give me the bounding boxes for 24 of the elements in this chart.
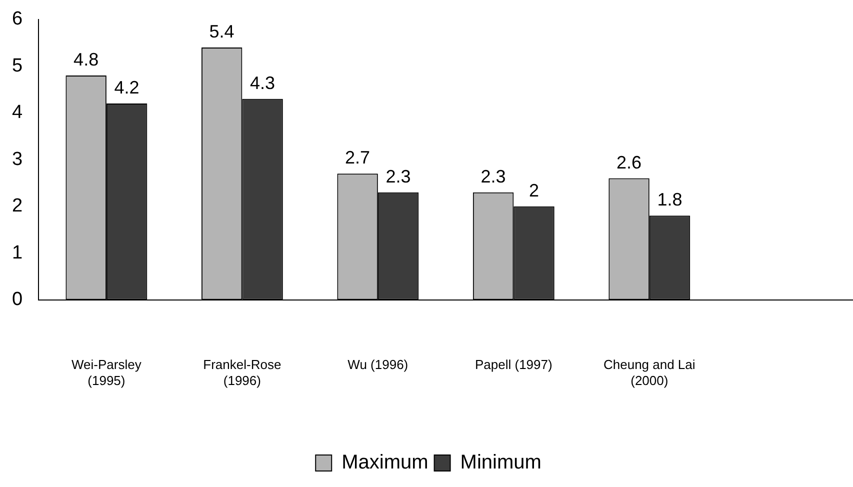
data-label: 2.6 bbox=[616, 152, 642, 172]
x-tick-label: Cheung and Lai (2000) bbox=[603, 357, 696, 388]
data-label: 2 bbox=[529, 180, 540, 200]
data-label: 4.8 bbox=[74, 49, 99, 70]
x-tick-label: Frankel-Rose (1996) bbox=[203, 357, 282, 388]
y-tick-label: 3 bbox=[12, 148, 23, 170]
y-tick-label: 0 bbox=[12, 289, 23, 310]
data-label: 2.3 bbox=[386, 166, 411, 186]
x-tick-label: Papell (1997) bbox=[474, 357, 552, 372]
legend-label: Minimum bbox=[460, 452, 542, 474]
data-label: 2.7 bbox=[345, 148, 370, 168]
x-tick-label: Wu (1996) bbox=[348, 357, 408, 372]
data-label: 4.3 bbox=[250, 72, 276, 93]
legend-label: Maximum bbox=[342, 452, 428, 474]
y-tick-label: 4 bbox=[12, 102, 23, 124]
data-label: 4.2 bbox=[114, 77, 140, 98]
y-tick-label: 1 bbox=[12, 242, 23, 264]
y-tick-label: 2 bbox=[12, 196, 23, 217]
y-tick-label: 6 bbox=[12, 8, 23, 30]
y-tick-label: 5 bbox=[12, 55, 23, 76]
data-label: 1.8 bbox=[657, 190, 682, 210]
data-label: 5.4 bbox=[209, 21, 234, 42]
data-label: 2.3 bbox=[480, 166, 506, 186]
x-tick-label: Wei-Parsley (1995) bbox=[72, 357, 142, 388]
